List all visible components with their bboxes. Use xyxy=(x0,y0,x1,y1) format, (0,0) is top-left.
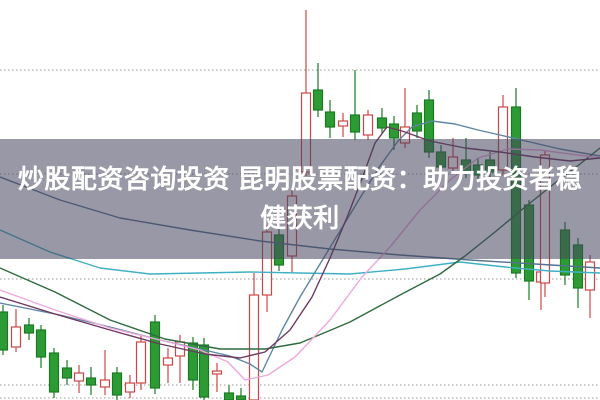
headline-line-2: 健获利 xyxy=(260,203,340,233)
headline-banner: 炒股配资咨询投资 昆明股票配资：助力投资者稳 健获利 xyxy=(0,139,600,259)
ma-cyan xyxy=(0,229,600,275)
headline-line-1: 炒股配资咨询投资 昆明股票配资：助力投资者稳 xyxy=(17,164,583,194)
